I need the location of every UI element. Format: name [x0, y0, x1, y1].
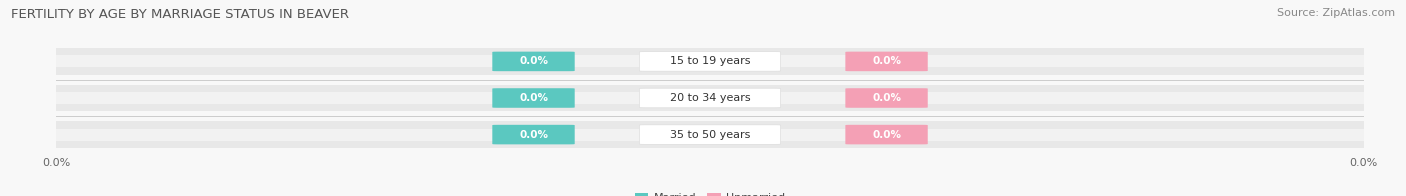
Bar [56, 48, 1364, 75]
FancyBboxPatch shape [640, 88, 780, 108]
Bar [56, 129, 1364, 141]
Text: Source: ZipAtlas.com: Source: ZipAtlas.com [1277, 8, 1395, 18]
FancyBboxPatch shape [492, 125, 575, 144]
Text: 20 to 34 years: 20 to 34 years [669, 93, 751, 103]
Text: 0.0%: 0.0% [519, 56, 548, 66]
Bar [56, 85, 1364, 111]
Bar [56, 92, 1364, 104]
Bar [56, 55, 1364, 67]
FancyBboxPatch shape [492, 88, 575, 108]
Text: FERTILITY BY AGE BY MARRIAGE STATUS IN BEAVER: FERTILITY BY AGE BY MARRIAGE STATUS IN B… [11, 8, 349, 21]
FancyBboxPatch shape [845, 88, 928, 108]
FancyBboxPatch shape [845, 52, 928, 71]
FancyBboxPatch shape [640, 125, 780, 144]
Text: 0.0%: 0.0% [519, 93, 548, 103]
Text: 0.0%: 0.0% [872, 56, 901, 66]
FancyBboxPatch shape [845, 125, 928, 144]
Bar [56, 121, 1364, 148]
Text: 0.0%: 0.0% [872, 130, 901, 140]
Text: 0.0%: 0.0% [872, 93, 901, 103]
Text: 35 to 50 years: 35 to 50 years [669, 130, 751, 140]
Legend: Married, Unmarried: Married, Unmarried [630, 188, 790, 196]
FancyBboxPatch shape [492, 52, 575, 71]
FancyBboxPatch shape [640, 52, 780, 71]
Text: 15 to 19 years: 15 to 19 years [669, 56, 751, 66]
Text: 0.0%: 0.0% [519, 130, 548, 140]
